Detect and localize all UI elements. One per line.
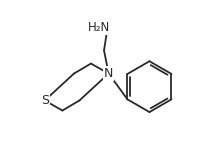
Text: S: S — [41, 94, 49, 107]
Text: N: N — [104, 67, 113, 80]
Text: H₂N: H₂N — [88, 21, 111, 34]
